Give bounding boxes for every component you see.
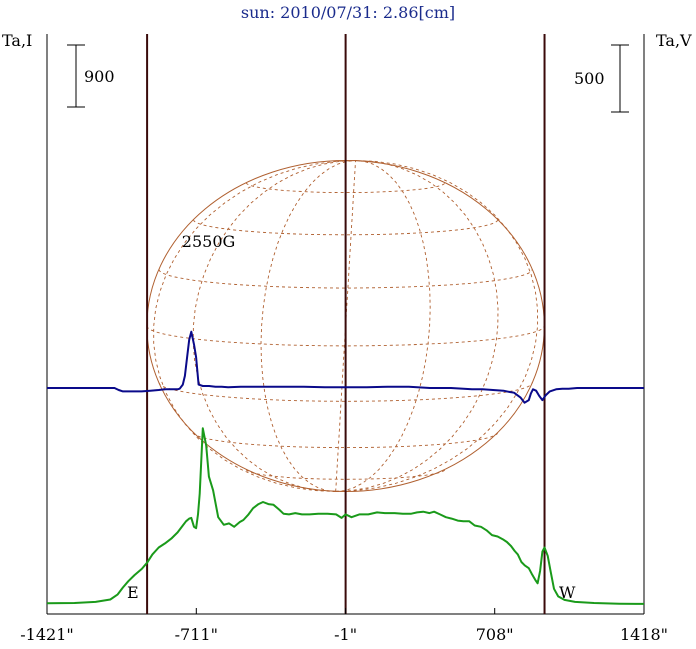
right-scale-bar xyxy=(611,44,629,113)
left-scale-bar xyxy=(67,44,85,108)
x-axis-ticks: -1421" -711" -1" 708" 1418" xyxy=(20,608,668,644)
left-scale-bar-label: 900 xyxy=(84,67,115,86)
disk-longitude-line-6 xyxy=(335,160,539,492)
disk-longitude-line-5 xyxy=(335,160,499,492)
disk-longitude-line-4 xyxy=(335,160,431,492)
limb-lines xyxy=(146,34,546,614)
x-tick-label-3: 708" xyxy=(476,625,514,644)
disk-longitude-line-2 xyxy=(260,160,356,492)
x-tick-label-2: -1" xyxy=(334,625,357,644)
disk-latitude-line-3 xyxy=(146,325,545,347)
annotation-2550g: 2550G xyxy=(182,232,236,251)
disk-longitude-line-1 xyxy=(192,160,356,492)
left-axis-label: Ta,I xyxy=(2,31,32,50)
series-line-ta-v xyxy=(47,330,644,404)
limb-label-east: E xyxy=(127,583,139,602)
disk-longitude-line-0 xyxy=(153,160,356,492)
x-tick-label-1: -711" xyxy=(175,625,218,644)
x-tick-label-0: -1421" xyxy=(20,625,73,644)
series-line-ta-i xyxy=(46,427,645,605)
limb-label-west: W xyxy=(559,583,576,602)
right-axis-label: Ta,V xyxy=(656,31,692,50)
x-tick-label-4: 1418" xyxy=(620,625,668,644)
disk-latitude-line-0 xyxy=(245,469,446,480)
disk-latitude-line-6 xyxy=(245,182,446,194)
chart-title: sun: 2010/07/31: 2.86[cm] xyxy=(241,3,455,22)
right-scale-bar-label: 500 xyxy=(574,69,605,88)
